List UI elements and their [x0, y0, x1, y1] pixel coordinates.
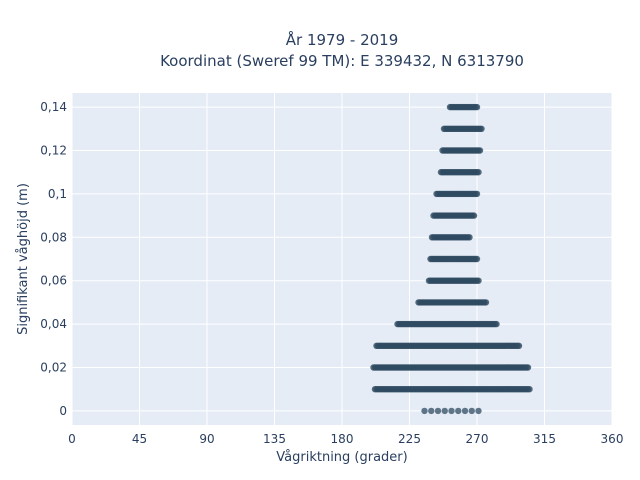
- data-point: [475, 169, 482, 176]
- x-tick-label: 0: [68, 432, 76, 446]
- y-tick-label: 0,14: [40, 100, 67, 114]
- data-point: [493, 320, 500, 328]
- data-point: [478, 125, 485, 132]
- data-point: [475, 407, 482, 415]
- data-point: [455, 407, 462, 415]
- data-point: [448, 407, 455, 415]
- data-point: [526, 386, 533, 393]
- x-tick-label: 180: [331, 432, 354, 446]
- chart-title-line1: År 1979 - 2019: [286, 30, 399, 49]
- data-point: [473, 255, 481, 263]
- data-point: [515, 342, 523, 349]
- data-point: [421, 407, 428, 415]
- data-points: [370, 103, 533, 415]
- y-tick-label: 0: [59, 404, 67, 418]
- data-point: [466, 234, 473, 241]
- data-point: [461, 407, 469, 415]
- y-tick-label: 0,06: [40, 274, 67, 288]
- y-tick-label: 0,08: [40, 230, 67, 244]
- data-point: [473, 103, 481, 111]
- x-tick-label: 360: [601, 432, 624, 446]
- y-tick-label: 0,04: [40, 317, 67, 331]
- chart-title-line2: Koordinat (Sweref 99 TM): E 339432, N 63…: [160, 52, 524, 70]
- y-axis-title: Signifikant våghöjd (m): [16, 183, 31, 335]
- data-point: [434, 407, 442, 415]
- data-point: [475, 277, 482, 284]
- x-tick-label: 45: [132, 432, 147, 446]
- x-tick-label: 315: [533, 432, 556, 446]
- x-axis-title: Vågriktning (grader): [276, 450, 407, 465]
- y-tick-label: 0,1: [48, 187, 67, 201]
- tick-labels: 0 45 90 135 180 225 270 315 360 0 0,02 0,04 0,06 0,08…: [40, 100, 623, 446]
- data-point: [428, 407, 435, 415]
- data-point: [482, 299, 490, 306]
- y-tick-label: 0,02: [40, 360, 67, 374]
- x-tick-label: 90: [199, 432, 214, 446]
- data-point: [441, 407, 448, 415]
- x-tick-label: 135: [263, 432, 286, 446]
- data-point: [524, 364, 532, 371]
- data-point: [470, 212, 478, 219]
- data-point: [473, 190, 481, 198]
- x-tick-label: 225: [398, 432, 421, 446]
- x-tick-label: 270: [466, 432, 489, 446]
- data-point: [476, 147, 484, 154]
- y-tick-label: 0,12: [40, 144, 67, 158]
- data-point: [468, 407, 475, 415]
